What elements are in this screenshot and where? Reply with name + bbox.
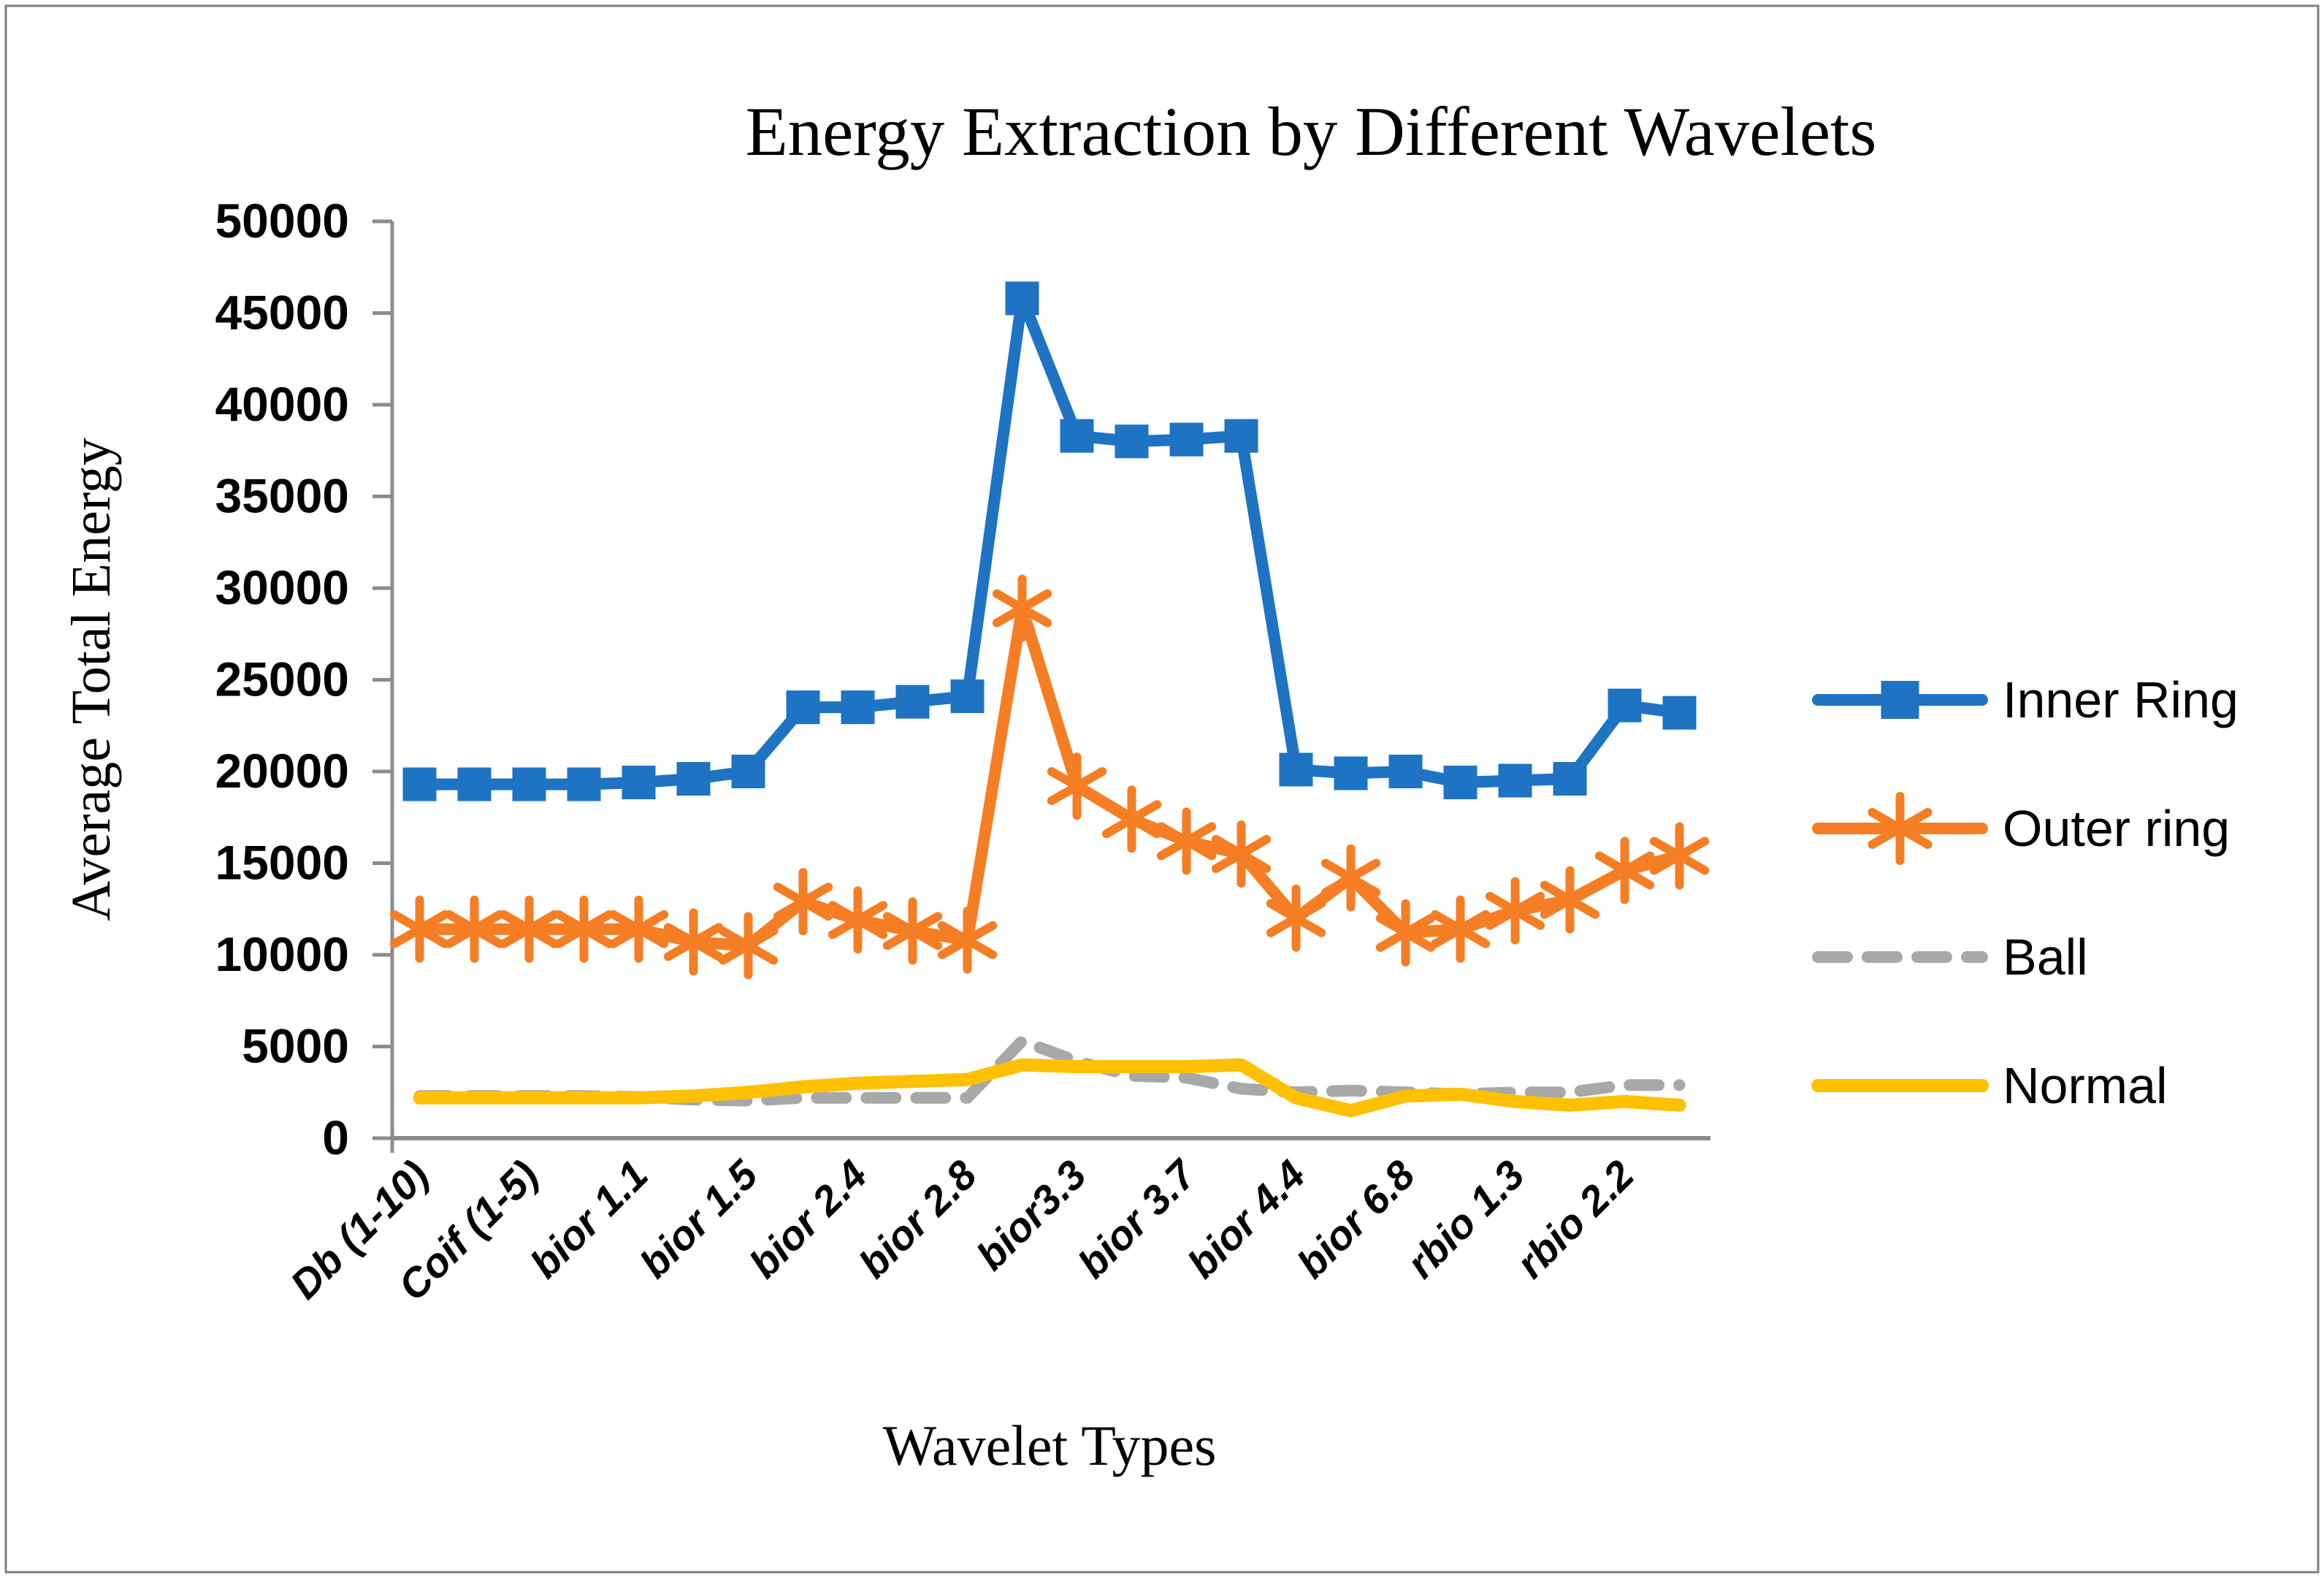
square-marker: [895, 685, 930, 719]
asterisk-marker-spoke: [827, 901, 888, 939]
chart-title: Energy Extraction by Different Wavelets: [746, 93, 1877, 170]
legend-square-marker: [1881, 681, 1919, 719]
square-marker: [1388, 755, 1423, 788]
plot-series: [389, 281, 1710, 1118]
asterisk-marker-spoke: [1430, 910, 1491, 948]
asterisk-marker-spoke: [1594, 851, 1655, 890]
square-marker: [731, 755, 765, 788]
square-marker: [567, 767, 601, 801]
legend-item-inner-ring: Inner Ring: [1812, 671, 2239, 728]
asterisk-marker-spoke: [444, 910, 505, 948]
asterisk-marker-spoke: [773, 883, 833, 921]
asterisk-marker-spoke: [1375, 913, 1436, 952]
square-marker: [1224, 419, 1258, 453]
y-tick-label: 5000: [242, 1019, 349, 1073]
asterisk-marker-spoke: [1101, 800, 1162, 839]
asterisk-marker-spoke: [882, 912, 943, 950]
asterisk-marker-spoke: [499, 910, 559, 948]
square-marker: [841, 690, 875, 725]
asterisk-marker-spoke: [992, 589, 1052, 628]
asterisk-marker-spoke: [718, 926, 779, 965]
square-marker: [1334, 756, 1368, 790]
legend-item-ball: Ball: [1812, 929, 2088, 986]
asterisk-marker-spoke: [1156, 822, 1217, 861]
asterisk-marker-spoke: [1211, 834, 1272, 873]
series-line: [413, 1058, 1686, 1118]
y-tick-label: 50000: [215, 194, 349, 248]
y-tick-label: 25000: [215, 652, 349, 706]
y-tick-labels: 0 5000 10000 15000 20000 25000 30000 35000 40000…: [215, 194, 349, 1165]
y-tick-label: 40000: [215, 377, 349, 431]
legend-label: Outer ring: [2003, 800, 2230, 857]
square-marker: [786, 690, 820, 725]
legend-asterisk-marker-spoke: [1868, 808, 1933, 849]
y-tick-label: 20000: [215, 744, 349, 798]
y-tick-label: 30000: [215, 560, 349, 614]
y-axis-title: Average Total Energy: [61, 438, 122, 921]
legend-label: Normal: [2003, 1057, 2168, 1114]
asterisk-marker-spoke: [389, 910, 450, 948]
y-tick-label: 35000: [215, 469, 349, 523]
legend-item-normal: Normal: [1811, 1057, 2168, 1114]
legend-item-outer-ring: Outer ring: [1812, 792, 2230, 865]
asterisk-marker-spoke: [1320, 858, 1381, 897]
asterisk-marker-spoke: [1047, 767, 1107, 806]
square-marker: [1553, 762, 1587, 796]
legend-label: Inner Ring: [2003, 671, 2239, 728]
square-marker: [1169, 422, 1204, 457]
legend: Inner Ring Outer ring Ball Normal: [1811, 671, 2239, 1114]
asterisk-marker-spoke: [1649, 836, 1710, 875]
asterisk-marker-spoke: [937, 920, 998, 959]
series-outer-ring: [389, 574, 1710, 980]
square-marker: [676, 762, 711, 796]
legend-label: Ball: [2003, 929, 2088, 986]
square-marker: [950, 679, 985, 714]
axes: [372, 219, 1710, 1153]
asterisk-marker-spoke: [1485, 891, 1545, 930]
square-marker: [1005, 281, 1039, 316]
chart-border: [4, 4, 2320, 1574]
square-marker: [1662, 695, 1697, 730]
square-marker: [1060, 419, 1094, 453]
square-marker: [1608, 688, 1642, 723]
square-marker: [512, 767, 546, 801]
square-marker: [622, 766, 656, 800]
y-tick-label: 0: [322, 1110, 349, 1165]
square-marker: [1279, 752, 1313, 787]
asterisk-marker-spoke: [554, 910, 614, 948]
y-tick-label: 15000: [215, 836, 349, 890]
series-inner-ring: [402, 281, 1697, 801]
square-marker: [1115, 424, 1149, 459]
square-marker: [457, 767, 492, 801]
asterisk-marker-spoke: [1266, 899, 1326, 937]
square-marker: [402, 767, 437, 801]
asterisk-marker-spoke: [608, 910, 669, 948]
square-marker: [1443, 766, 1478, 800]
square-marker: [1498, 763, 1532, 798]
asterisk-marker-spoke: [1540, 880, 1600, 919]
y-tick-label: 45000: [215, 286, 349, 340]
series-normal: [413, 1058, 1686, 1118]
x-axis-title: Wavelet Types: [883, 1414, 1217, 1477]
asterisk-marker-spoke: [663, 923, 724, 961]
y-tick-label: 10000: [215, 927, 349, 981]
